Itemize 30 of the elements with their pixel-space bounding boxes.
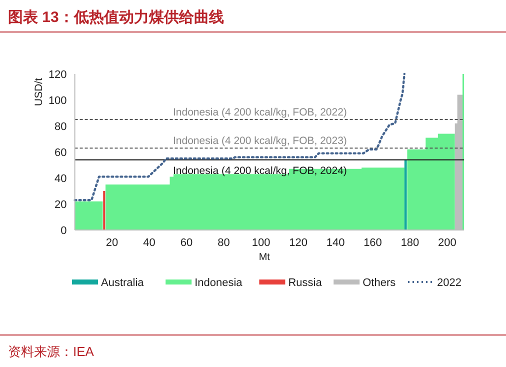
y-tick-label: 80 (54, 121, 67, 133)
y-axis-title: USD/t (32, 78, 45, 106)
chart-title: 图表 13：低热值动力煤供给曲线 (8, 9, 224, 26)
legend-label: Russia (288, 277, 323, 289)
legend-label: 2022 (437, 277, 462, 289)
y-tick-label: 120 (48, 69, 67, 81)
y-tick-label: 100 (48, 95, 67, 107)
x-tick-label: 160 (364, 237, 382, 249)
y-tick-label: 60 (54, 147, 67, 159)
legend-label: Indonesia (194, 277, 244, 289)
x-tick-label: 100 (252, 237, 270, 249)
text: 资料来源：IEA (8, 344, 94, 359)
x-tick-label: 60 (180, 237, 193, 249)
y-tick-label: 40 (54, 173, 67, 185)
legend-label: Australia (101, 277, 145, 289)
x-tick-label: 140 (326, 237, 345, 249)
legend-label: Others (362, 277, 396, 289)
x-tick-label: 200 (438, 237, 456, 249)
ref-line-label: Indonesia (4 200 kcal/kg, FOB, 2024) (173, 164, 347, 177)
x-axis-title: Mt (258, 252, 270, 263)
x-tick-label: 20 (106, 237, 118, 249)
y-tick-label: 20 (54, 199, 67, 211)
ref-line-label: Indonesia (4 200 kcal/kg, FOB, 2022) (173, 106, 347, 118)
x-tick-label: 120 (289, 237, 308, 249)
line-series (74, 72, 406, 202)
x-tick-label: 40 (143, 237, 156, 249)
y-tick-label: 0 (60, 225, 67, 237)
ref-line-label: Indonesia (4 200 kcal/kg, FOB, 2023) (173, 135, 347, 148)
x-tick-label: 80 (218, 237, 230, 249)
x-tick-label: 180 (400, 237, 420, 249)
